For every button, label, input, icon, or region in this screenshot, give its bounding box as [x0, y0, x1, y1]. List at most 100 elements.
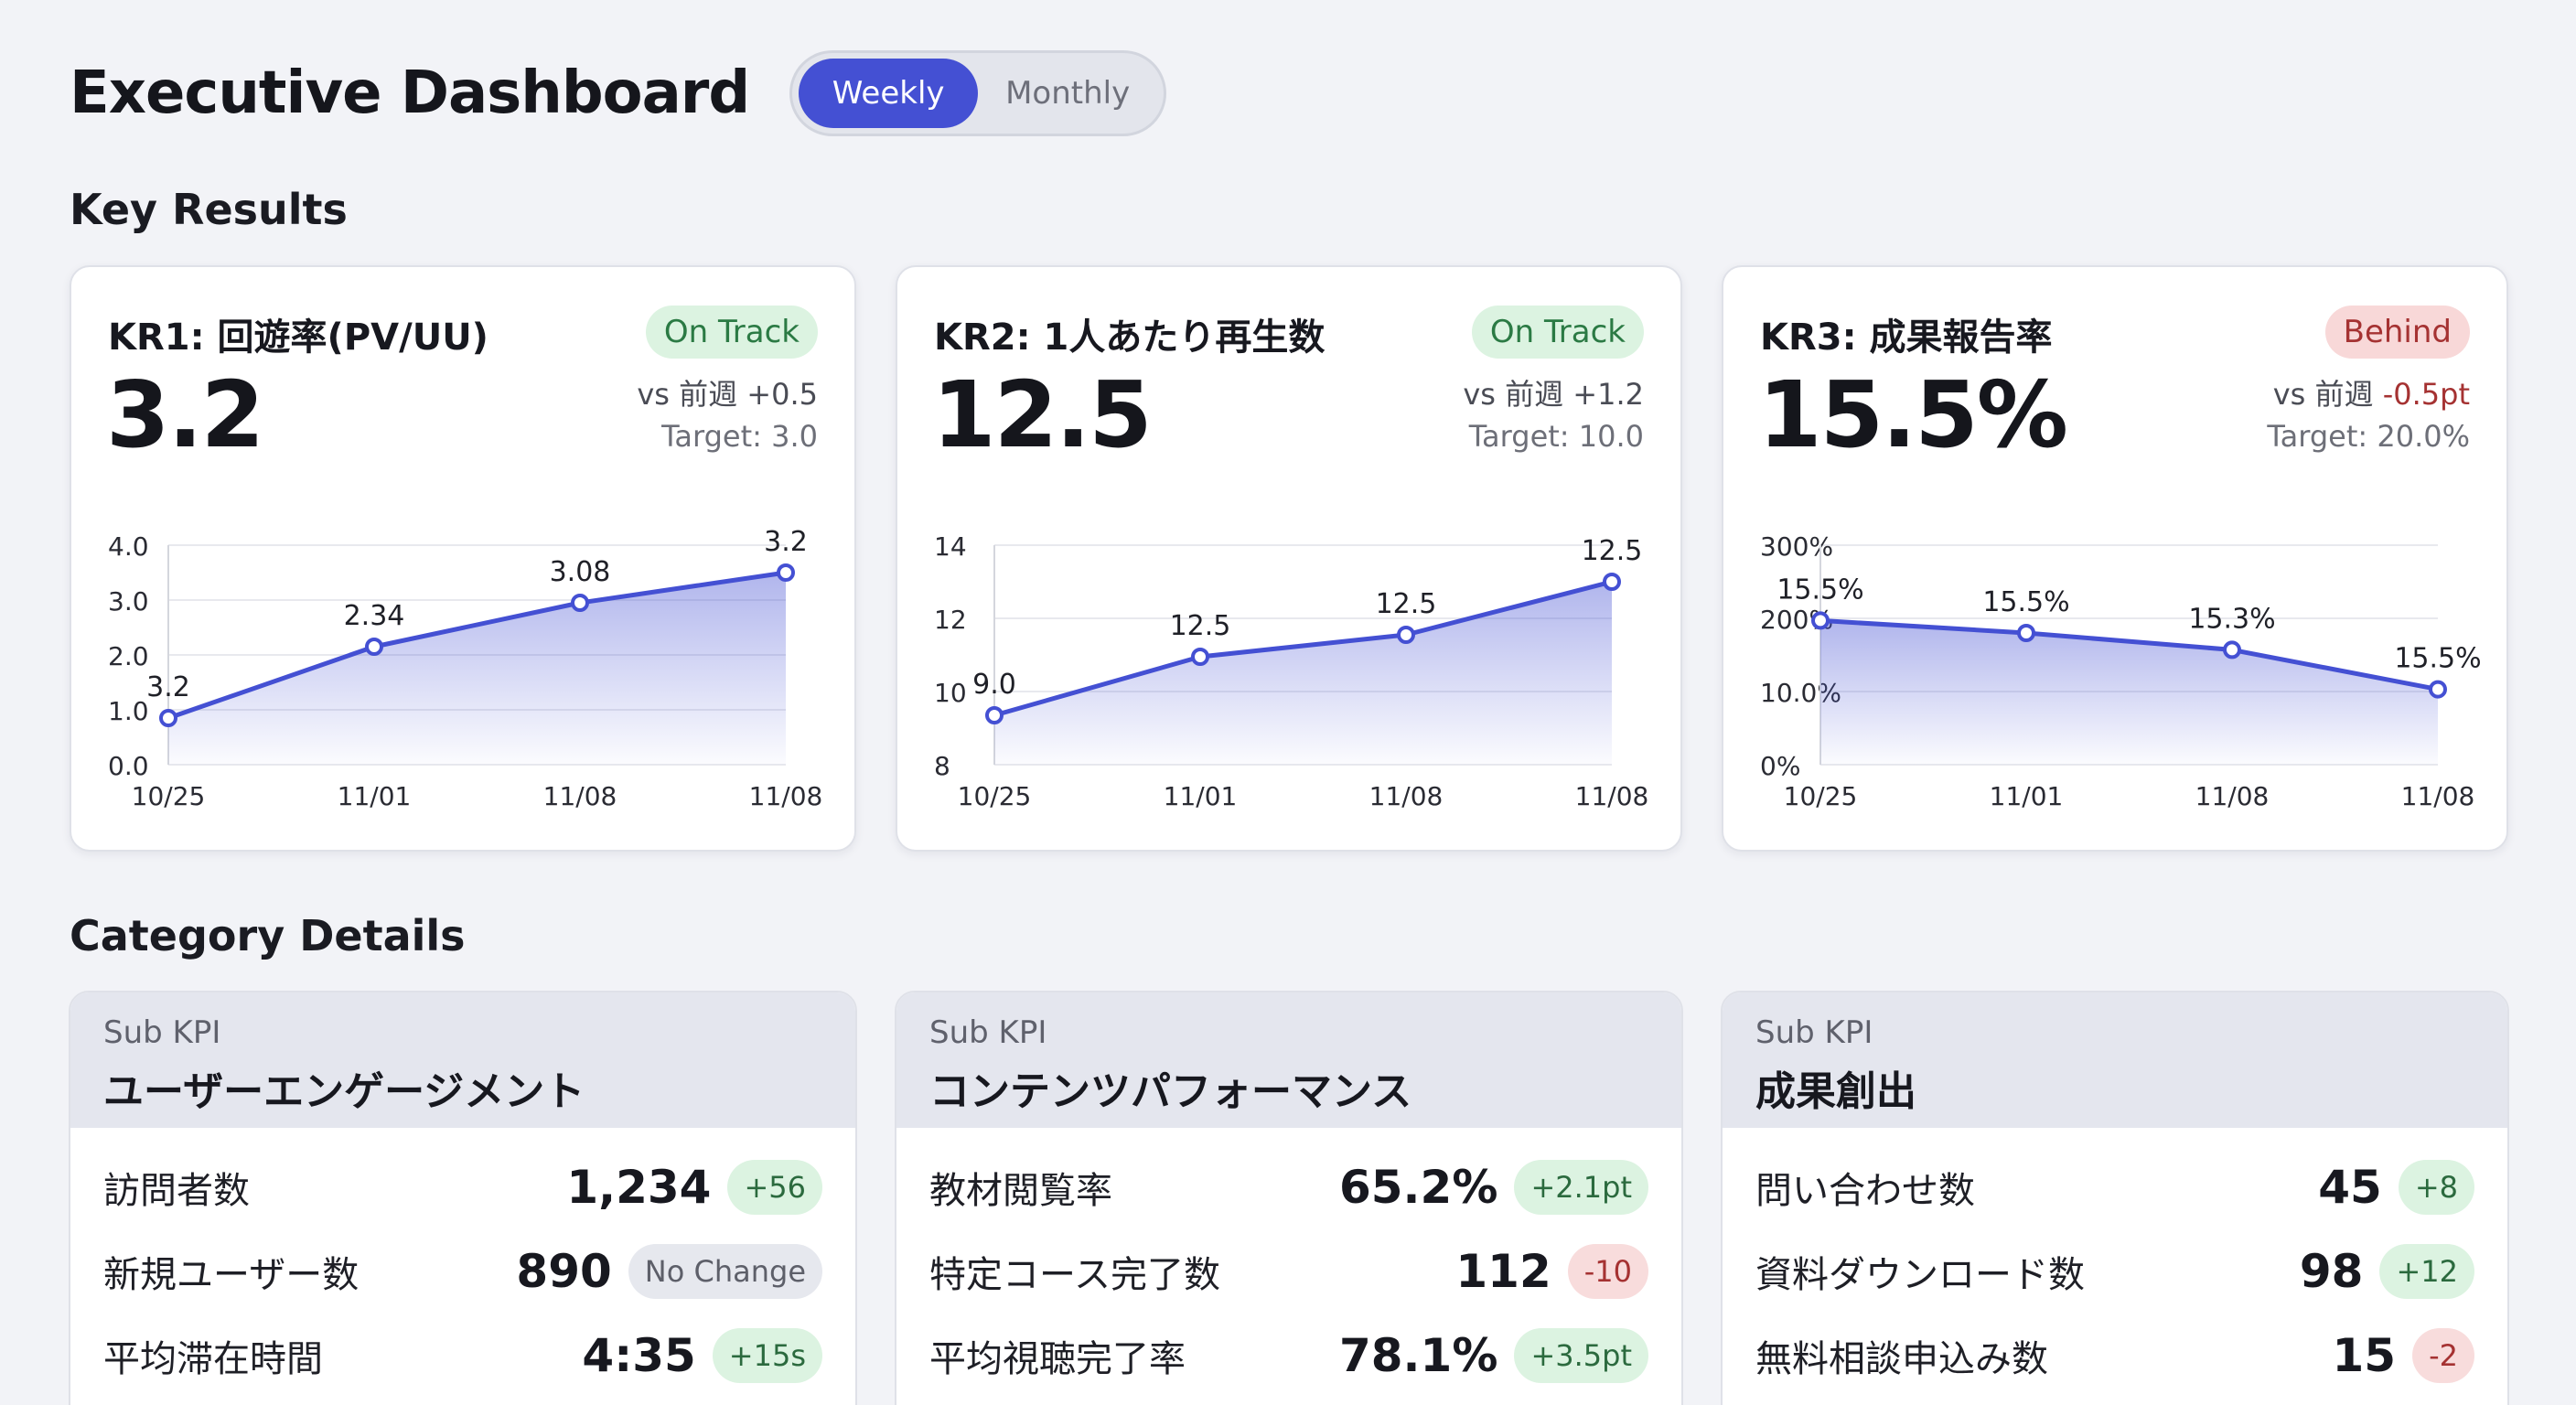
page-header: Executive Dashboard Weekly Monthly [70, 49, 1167, 137]
vs-label: vs 前週 [1463, 377, 1564, 412]
kpi-value: 15 [2332, 1329, 2397, 1382]
vs-delta: +1.2 [1572, 377, 1644, 412]
kr-vs-previous: vs 前週 -0.5pt [2273, 371, 2470, 413]
data-label: 3.08 [550, 556, 611, 588]
data-label: 3.2 [764, 526, 808, 558]
series-line [167, 570, 787, 721]
kr-chart: 4.0 3.0 2.0 1.0 0.0 3.2 2.34 3.08 3.2 10/25 11/01 1… [108, 526, 823, 811]
kr-card-1[interactable]: KR1: 回遊率(PV/UU) On Track 3.2 vs 前週 +0.5 … [70, 265, 856, 852]
category-subtitle: Sub KPI [1755, 1014, 1873, 1051]
x-tick-label: 11/01 [338, 781, 412, 811]
kpi-value: 45 [2318, 1161, 2382, 1214]
x-tick-label: 11/01 [1164, 781, 1238, 811]
kpi-label: 教材閲覧率 [929, 1170, 1112, 1212]
data-label: 2.34 [344, 600, 405, 632]
y-tick-label: 0.0 [108, 751, 149, 781]
x-tick-label: 11/08 [1369, 781, 1444, 811]
kr-card-2[interactable]: KR2: 1人あたり再生数 On Track 12.5 vs 前週 +1.2 T… [896, 265, 1682, 852]
kpi-row: 教材閲覧率 65.2% +2.1pt [929, 1151, 1648, 1224]
category-title: 成果創出 [1755, 1068, 1916, 1115]
kpi-change-badge: +8 [2398, 1160, 2474, 1215]
status-badge: On Track [645, 306, 818, 359]
y-tick-label: 4.0 [108, 531, 149, 562]
category-title: コンテンツパフォーマンス [929, 1068, 1412, 1115]
data-point [2223, 640, 2241, 660]
kr-card-3[interactable]: KR3: 成果報告率 Behind 15.5% vs 前週 -0.5pt Tar… [1722, 265, 2508, 852]
y-tick-label: 3.0 [108, 586, 149, 617]
data-point [1603, 573, 1621, 591]
kr-vs-previous: vs 前週 +0.5 [637, 371, 818, 413]
x-tick-label: 11/08 [2401, 781, 2475, 811]
kr-value: 12.5 [932, 361, 1153, 468]
kpi-label: 平均滞在時間 [103, 1338, 323, 1380]
data-point [571, 594, 589, 612]
x-tick-label: 10/25 [958, 781, 1032, 811]
kpi-value: 78.1% [1338, 1329, 1498, 1382]
category-card-content[interactable]: Sub KPI コンテンツパフォーマンス 教材閲覧率 65.2% +2.1pt … [895, 991, 1683, 1405]
series-area [168, 573, 786, 765]
kr-vs-previous: vs 前週 +1.2 [1463, 371, 1644, 413]
x-tick-label: 10/25 [1784, 781, 1858, 811]
kpi-label: 無料相談申込み数 [1755, 1338, 2048, 1380]
y-tick-label: 300% [1760, 531, 1833, 562]
data-label: 12.5 [1170, 610, 1231, 642]
category-header: Sub KPI ユーザーエンゲージメント [70, 992, 855, 1128]
y-tick-label: 10 [934, 678, 967, 708]
data-point [159, 709, 177, 727]
kr-chart: 300%200%10.0%0%15.5% 15.5%15.3%15.5%10/25… [1760, 531, 2482, 811]
kpi-label: 新規ユーザー数 [103, 1254, 360, 1296]
kr-name: KR3: 成果報告率 [1760, 316, 2053, 359]
data-label: 3.2 [146, 671, 190, 703]
series-area [1820, 620, 2438, 765]
kpi-row: 特定コース完了数 112 -10 [929, 1235, 1648, 1308]
kpi-change-badge: +12 [2379, 1244, 2474, 1299]
data-point [985, 706, 1004, 724]
kpi-change-badge: -10 [1567, 1244, 1648, 1299]
toggle-weekly[interactable]: Weekly [799, 59, 979, 128]
data-point [2429, 680, 2447, 699]
vs-delta: +0.5 [746, 377, 818, 412]
kr-value: 3.2 [106, 361, 264, 468]
kpi-label: 資料ダウンロード数 [1755, 1254, 2085, 1296]
y-tick-label: 8 [934, 751, 950, 781]
y-tick-label: 2.0 [108, 641, 149, 671]
vs-label: vs 前週 [637, 377, 738, 412]
kpi-row: 訪問者数 1,234 +56 [103, 1151, 822, 1224]
kpi-label: 問い合わせ数 [1755, 1170, 1975, 1212]
category-title: ユーザーエンゲージメント [103, 1068, 585, 1115]
x-tick-label: 10/25 [132, 781, 206, 811]
category-card-outcomes[interactable]: Sub KPI 成果創出 問い合わせ数 45 +8 資料ダウンロード数 98 +… [1721, 991, 2509, 1405]
data-label: 15.5% [1776, 574, 1863, 606]
category-header: Sub KPI 成果創出 [1723, 992, 2507, 1128]
toggle-monthly[interactable]: Monthly [1005, 75, 1131, 112]
kpi-row: 新規ユーザー数 890 No Change [103, 1235, 822, 1308]
category-card-engagement[interactable]: Sub KPI ユーザーエンゲージメント 訪問者数 1,234 +56 新規ユー… [69, 991, 857, 1405]
kpi-value: 1,234 [566, 1161, 712, 1214]
period-toggle: Weekly Monthly [789, 50, 1167, 136]
kpi-label: 平均視聴完了率 [929, 1338, 1186, 1380]
category-subtitle: Sub KPI [929, 1014, 1047, 1051]
kr-target: Target: 3.0 [661, 419, 818, 454]
data-label: 9.0 [972, 669, 1016, 701]
kpi-value: 65.2% [1338, 1161, 1498, 1214]
data-point [777, 563, 795, 582]
kpi-row: 平均滞在時間 4:35 +15s [103, 1319, 822, 1392]
kpi-value: 4:35 [582, 1329, 696, 1382]
kpi-value: 890 [516, 1245, 612, 1298]
x-tick-label: 11/08 [749, 781, 823, 811]
kpi-change-badge: No Change [628, 1244, 822, 1299]
data-point [365, 638, 383, 656]
section-title-category-details: Category Details [70, 911, 466, 960]
data-label: 12.5 [1582, 535, 1643, 567]
kr-chart: 14 12 10 8 9.0 12.5 12.5 12.5 10/25 11/01 11/08 11/… [934, 531, 1648, 811]
kr-target: Target: 10.0 [1468, 419, 1644, 454]
kpi-label: 訪問者数 [103, 1170, 250, 1212]
kpi-change-badge: +15s [712, 1328, 822, 1383]
y-tick-label: 0% [1760, 751, 1800, 781]
kpi-change-badge: +3.5pt [1514, 1328, 1648, 1383]
data-point [2017, 624, 2035, 642]
kr-value: 15.5% [1758, 361, 2068, 468]
page-title: Executive Dashboard [70, 59, 750, 127]
vs-label: vs 前週 [2272, 377, 2374, 412]
data-point [1811, 611, 1830, 630]
